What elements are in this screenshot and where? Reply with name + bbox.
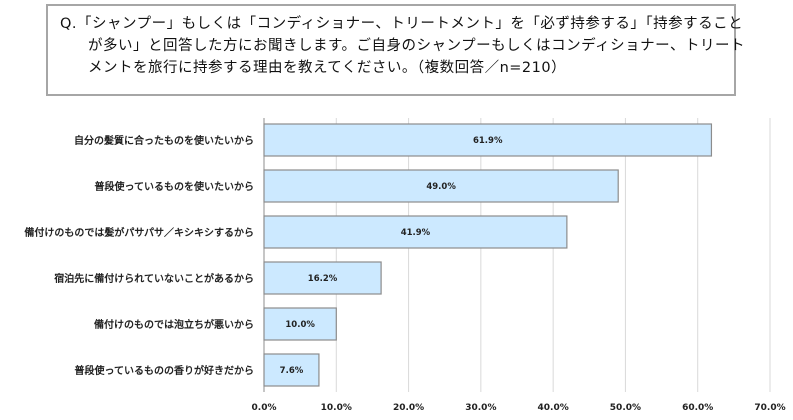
question-box: Q.「シャンプー」もしくは「コンディショナー、トリートメント」を「必ず持参する」… <box>46 4 744 96</box>
data-label: 7.6% <box>280 366 304 376</box>
x-tick-label: 50.0% <box>610 403 641 413</box>
data-label: 41.9% <box>401 228 431 238</box>
bar <box>263 169 619 203</box>
question-text: Q.「シャンプー」もしくは「コンディショナー、トリートメント」を「必ず持参する」… <box>60 16 745 76</box>
bar <box>263 261 382 295</box>
x-tick-label: 0.0% <box>252 403 277 413</box>
x-tick-label: 10.0% <box>321 403 352 413</box>
bar <box>263 215 568 249</box>
x-tick-label: 30.0% <box>465 403 496 413</box>
category-label: 普段使っているものの香りが好きだから <box>75 364 255 377</box>
data-label: 49.0% <box>426 182 456 192</box>
category-label: 備付けのものでは髪がパサパサ／キシキシするから <box>24 226 254 239</box>
x-tick-label: 40.0% <box>538 403 569 413</box>
data-label: 61.9% <box>473 136 503 146</box>
bar <box>263 307 337 341</box>
category-label: 自分の髪質に合ったものを使いたいから <box>74 134 254 147</box>
x-tick-label: 20.0% <box>393 403 424 413</box>
x-tick-label: 70.0% <box>754 403 785 413</box>
x-tick-label: 60.0% <box>682 403 713 413</box>
data-label: 10.0% <box>285 320 315 330</box>
category-label: 備付けのものでは泡立ちが悪いから <box>94 318 254 331</box>
category-label: 宿泊先に備付けられていないことがあるから <box>54 272 254 285</box>
bar <box>263 123 713 157</box>
data-label: 16.2% <box>308 274 338 284</box>
bar <box>263 353 320 387</box>
category-label: 普段使っているものを使いたいから <box>95 180 255 193</box>
